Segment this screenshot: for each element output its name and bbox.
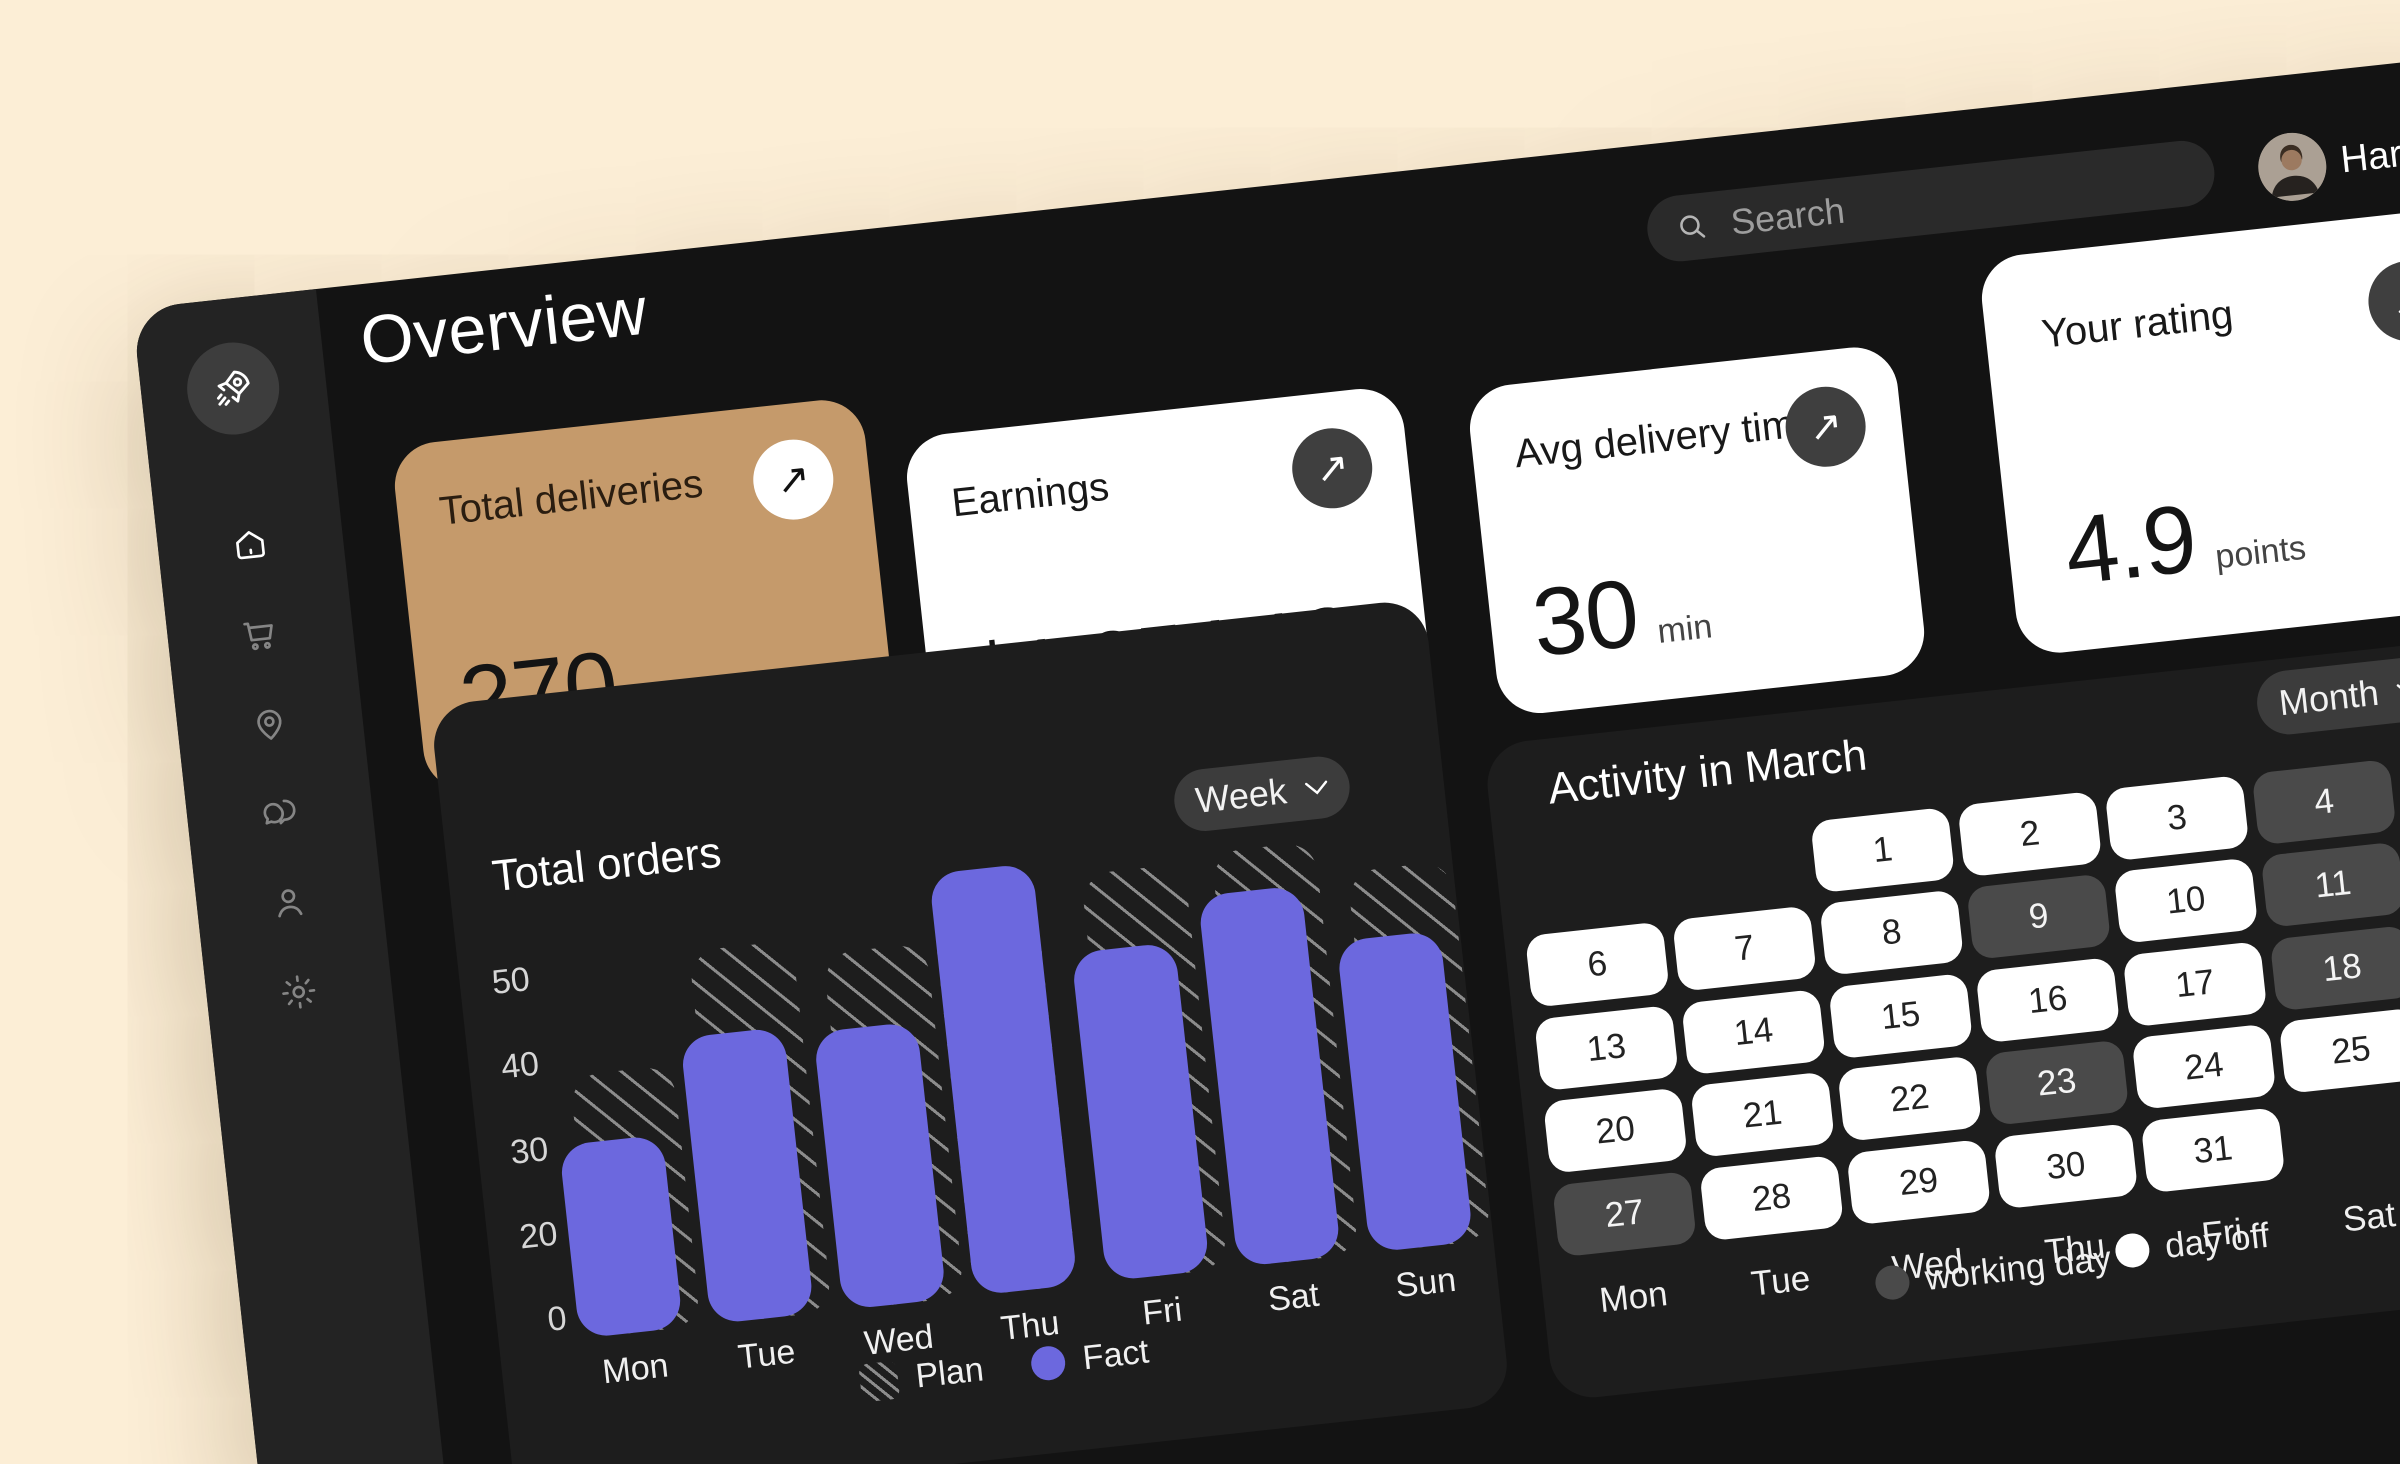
user-name: Harry [2338,129,2400,182]
calendar-day-label: Tue [1749,1258,1813,1304]
day-off-dot [2113,1231,2152,1270]
arrow-up-right-icon: ↗ [774,455,813,504]
period-label: Week [1193,770,1289,821]
page-title: Overview [356,272,651,380]
calendar-day-28[interactable]: 28 [1699,1154,1845,1242]
dashboard-window: Overview Search Harry Total deliveries ↗ [132,28,2400,1464]
y-tick-label: 50 [490,960,532,1002]
gear-icon [277,970,321,1014]
chat-icon [257,792,301,836]
card-avg-delivery-time: Avg delivery time ↗ 30 min [1465,343,1929,718]
card-your-rating: Your rating ↗ 4.9 points [1977,205,2400,658]
calendar-day-13[interactable]: 13 [1533,1004,1679,1092]
sidebar-item-profile[interactable] [267,880,311,924]
calendar-day-8[interactable]: 8 [1819,889,1965,976]
fact-dot-swatch [1029,1343,1067,1382]
calendar-title: Activity in March [1545,730,1870,814]
card-unit: points [2213,528,2308,577]
open-earnings-button[interactable]: ↗ [1288,424,1377,513]
search-input[interactable]: Search [1643,137,2218,265]
sidebar-item-settings[interactable] [277,970,321,1014]
calendar-day-25[interactable]: 25 [2278,1007,2400,1094]
sidebar-item-locations[interactable] [248,702,292,746]
period-selector[interactable]: Week [1171,753,1353,835]
search-icon [1674,208,1711,245]
plan-hatch-swatch [858,1360,901,1403]
y-tick-label: 0 [545,1299,569,1339]
y-tick-label: 20 [517,1214,560,1257]
working-day-dot [1873,1263,1912,1302]
sidebar [132,289,485,1464]
home-icon [228,523,272,567]
arrow-up-right-icon: ↗ [1806,403,1845,451]
calendar-day-17[interactable]: 17 [2122,940,2268,1028]
calendar-day-9[interactable]: 9 [1966,873,2112,960]
rocket-logo-icon [208,363,259,414]
calendar-day-16[interactable]: 16 [1975,956,2121,1044]
legend-plan-label: Plan [913,1350,986,1396]
calendar-day-7[interactable]: 7 [1672,905,1817,992]
calendar-day-label: Sat [2340,1194,2398,1240]
chevron-down-icon [1304,780,1329,797]
open-rating-button[interactable]: ↗ [2364,257,2400,346]
calendar-day-18[interactable]: 18 [2269,924,2400,1012]
fact-bar-mon [558,1134,684,1339]
app-logo[interactable] [182,337,284,440]
calendar-day-4[interactable]: 4 [2251,758,2397,846]
card-title: Your rating [2039,292,2236,357]
cart-icon [238,613,282,657]
calendar-day-label: Mon [1597,1274,1670,1321]
search-placeholder: Search [1728,189,1847,243]
card-title: Total deliveries [437,461,706,534]
calendar-day-31[interactable]: 31 [2140,1106,2286,1194]
y-tick-label: 30 [508,1130,551,1172]
card-title: Earnings [949,464,1112,526]
card-title: Avg delivery time [1512,399,1820,477]
sidebar-item-home[interactable] [228,523,272,567]
calendar-day-6[interactable]: 6 [1524,921,1670,1008]
calendar-day-10[interactable]: 10 [2113,857,2259,944]
arrow-up-right-icon: ↗ [2389,277,2400,325]
open-total-deliveries-button[interactable]: ↗ [749,435,838,524]
calendar-day-22[interactable]: 22 [1837,1055,1983,1142]
sidebar-item-orders[interactable] [238,613,282,657]
calendar-day-27[interactable]: 27 [1551,1170,1697,1258]
calendar-day-2[interactable]: 2 [1957,790,2103,878]
calendar-day-24[interactable]: 24 [2131,1023,2277,1110]
calendar-day-30[interactable]: 30 [1993,1122,2139,1210]
calendar-day-21[interactable]: 21 [1690,1071,1836,1158]
location-pin-icon [248,702,292,746]
calendar-day-3[interactable]: 3 [2104,774,2250,862]
month-selector[interactable]: Month [2253,653,2400,738]
chart-title: Total orders [489,827,724,902]
user-icon [267,880,311,924]
calendar-day-20[interactable]: 20 [1542,1087,1688,1174]
calendar-day-11[interactable]: 11 [2260,841,2400,928]
card-value: 30 [1527,559,1644,678]
legend-fact-label: Fact [1080,1332,1151,1378]
calendar-day-15[interactable]: 15 [1828,972,1974,1060]
card-unit: min [1655,607,1715,652]
calendar-day-1[interactable]: 1 [1810,806,1956,894]
chevron-down-icon [2396,681,2400,698]
card-value: 4.9 [2059,484,2202,606]
total-orders-panel: Total orders Week 50 40 30 20 0 Mon Tue Wed Thu… [429,598,1512,1464]
y-tick-label: 40 [499,1044,541,1087]
calendar-day-29[interactable]: 29 [1846,1138,1992,1226]
calendar-day-14[interactable]: 14 [1681,988,1827,1076]
month-label: Month [2276,671,2381,724]
activity-calendar-panel: Activity in March Month 1234567891011121… [1483,620,2400,1402]
arrow-up-right-icon: ↗ [1313,444,1352,492]
avatar[interactable] [2254,129,2330,205]
open-avg-delivery-button[interactable]: ↗ [1781,382,1870,471]
sidebar-item-support[interactable] [257,792,301,836]
calendar-day-23[interactable]: 23 [1984,1039,2130,1126]
